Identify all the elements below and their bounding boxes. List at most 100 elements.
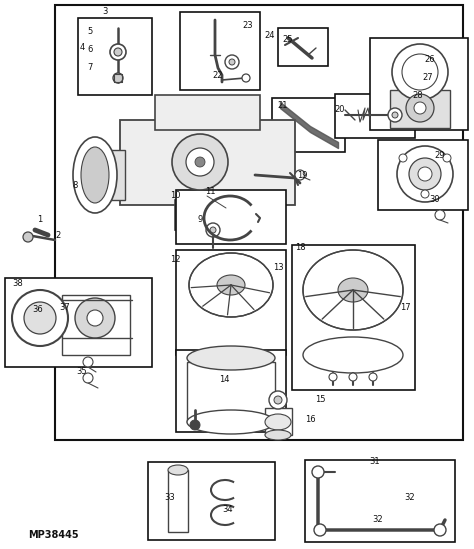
Bar (370, 38, 468, 130)
Circle shape (314, 524, 326, 536)
Circle shape (406, 94, 434, 122)
Circle shape (186, 148, 214, 176)
Ellipse shape (265, 430, 291, 440)
Text: 14: 14 (219, 376, 229, 384)
Text: 36: 36 (33, 305, 44, 315)
Text: 26: 26 (425, 55, 435, 64)
Text: 17: 17 (400, 304, 410, 312)
Bar (305, 460, 455, 542)
Bar (120, 120, 295, 205)
Text: 6: 6 (87, 46, 93, 54)
Text: 18: 18 (295, 244, 305, 253)
Circle shape (172, 134, 228, 190)
Circle shape (435, 210, 445, 220)
Text: 29: 29 (435, 150, 445, 160)
Circle shape (443, 154, 451, 162)
Circle shape (397, 146, 453, 202)
Circle shape (409, 158, 441, 190)
Bar (195, 205, 240, 225)
Text: 35: 35 (77, 367, 87, 377)
Bar (175, 200, 250, 230)
Circle shape (210, 227, 216, 233)
Text: 10: 10 (170, 192, 180, 200)
Text: 11: 11 (205, 188, 215, 197)
Bar (148, 462, 275, 540)
Text: 19: 19 (297, 171, 307, 180)
Text: 13: 13 (273, 264, 283, 272)
Text: 1: 1 (37, 216, 43, 225)
Text: 37: 37 (60, 304, 70, 312)
Text: 9: 9 (197, 216, 202, 225)
Circle shape (83, 357, 93, 367)
Text: 4: 4 (79, 43, 85, 53)
Bar (187, 362, 275, 422)
Bar (62, 295, 130, 355)
Text: 7: 7 (87, 64, 93, 72)
Circle shape (190, 420, 200, 430)
Bar (180, 12, 260, 90)
Circle shape (206, 223, 220, 237)
Circle shape (329, 373, 337, 381)
Bar (155, 95, 260, 130)
Text: 33: 33 (164, 494, 175, 502)
Text: 24: 24 (265, 31, 275, 40)
Circle shape (434, 524, 446, 536)
Bar (335, 94, 415, 138)
Circle shape (399, 154, 407, 162)
Text: 38: 38 (13, 278, 23, 288)
Text: MP38445: MP38445 (28, 530, 79, 540)
Circle shape (414, 102, 426, 114)
Text: 12: 12 (170, 255, 180, 265)
Ellipse shape (265, 414, 291, 430)
Bar (176, 250, 286, 355)
Ellipse shape (168, 465, 188, 475)
Bar (5, 278, 152, 367)
Ellipse shape (189, 253, 273, 317)
Text: 20: 20 (335, 105, 345, 115)
Ellipse shape (73, 137, 117, 213)
Text: 3: 3 (102, 8, 108, 16)
Bar (265, 408, 292, 435)
Circle shape (274, 396, 282, 404)
Ellipse shape (303, 337, 403, 373)
Text: 8: 8 (73, 181, 78, 189)
Circle shape (12, 290, 68, 346)
Ellipse shape (187, 346, 275, 370)
Text: 31: 31 (370, 457, 380, 467)
Ellipse shape (187, 410, 275, 434)
Text: 23: 23 (243, 20, 253, 30)
Text: 2: 2 (55, 231, 61, 239)
Text: 21: 21 (278, 100, 288, 109)
Circle shape (195, 157, 205, 167)
Ellipse shape (303, 250, 403, 330)
Bar (390, 90, 450, 128)
Bar (93, 150, 125, 200)
Circle shape (388, 108, 402, 122)
Circle shape (75, 298, 115, 338)
Bar (272, 98, 345, 152)
Text: 30: 30 (430, 195, 440, 204)
Bar (168, 470, 188, 532)
Bar (176, 350, 286, 432)
Circle shape (295, 170, 305, 180)
Text: 27: 27 (423, 74, 433, 82)
Circle shape (110, 44, 126, 60)
Text: 34: 34 (223, 506, 233, 514)
Bar (176, 190, 286, 244)
Circle shape (392, 112, 398, 118)
Text: 25: 25 (283, 36, 293, 44)
Bar (78, 18, 152, 95)
Text: 22: 22 (213, 70, 223, 80)
Circle shape (229, 59, 235, 65)
Text: 16: 16 (305, 416, 315, 424)
Circle shape (113, 73, 123, 83)
Bar (55, 5, 463, 440)
Text: 15: 15 (315, 395, 325, 405)
Circle shape (402, 54, 438, 90)
Circle shape (269, 391, 287, 409)
Circle shape (225, 55, 239, 69)
Circle shape (83, 373, 93, 383)
Circle shape (23, 232, 33, 242)
Text: 32: 32 (373, 516, 383, 524)
Text: 32: 32 (405, 494, 415, 502)
